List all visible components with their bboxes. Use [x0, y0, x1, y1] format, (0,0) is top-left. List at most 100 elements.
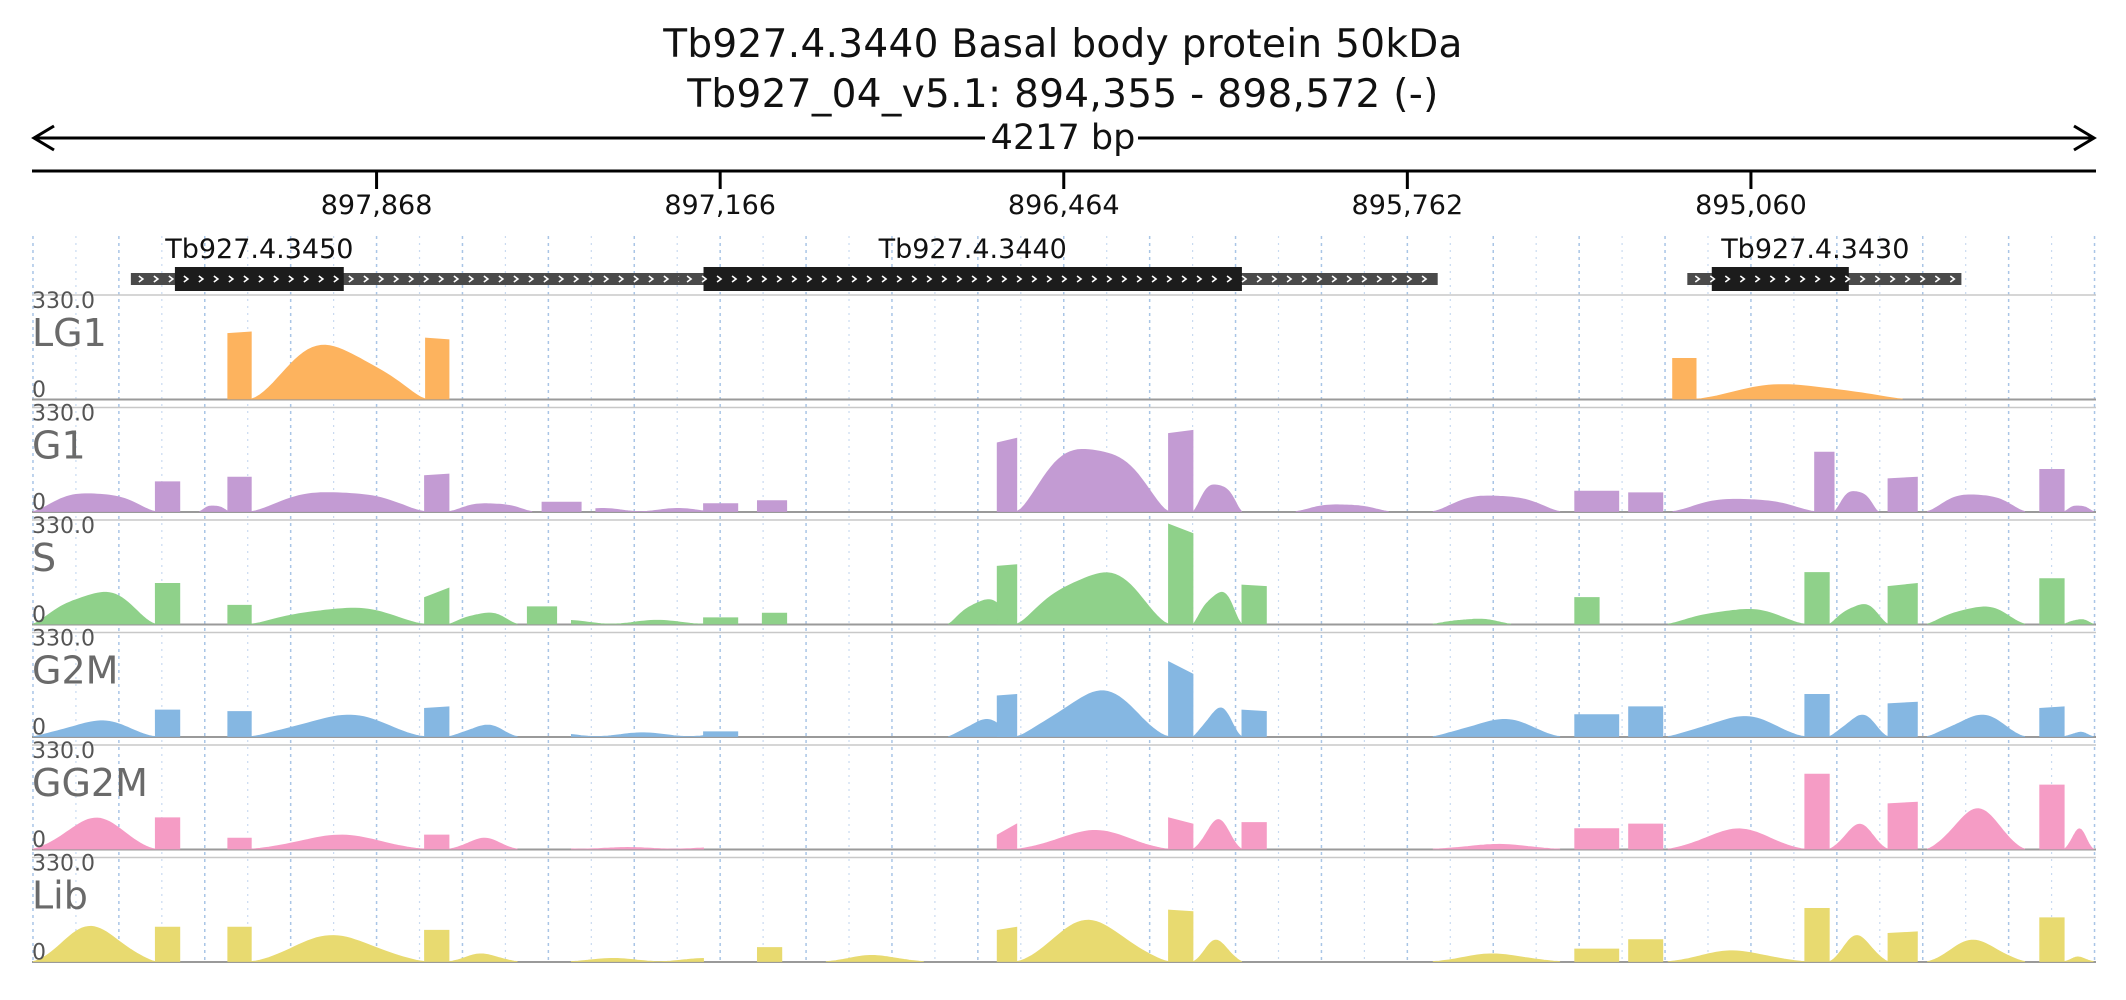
coverage-area	[595, 508, 704, 512]
strand-chevron	[1934, 275, 1941, 283]
strand-chevron	[836, 275, 843, 283]
coverage-area	[1829, 823, 1889, 850]
strand-chevron	[1001, 275, 1008, 283]
strand-chevron	[303, 275, 310, 283]
strand-chevron	[1376, 275, 1383, 283]
coverage-area	[32, 720, 156, 737]
strand-chevron	[198, 275, 205, 283]
strand-chevron	[1106, 275, 1113, 283]
strand-chevron	[138, 275, 145, 283]
strand-chevron	[468, 275, 475, 283]
strand-chevron	[513, 275, 520, 283]
coverage-area	[1016, 690, 1169, 737]
strand-chevron	[1031, 275, 1038, 283]
coverage-area	[2064, 828, 2094, 850]
strand-chevron	[1814, 275, 1821, 283]
coverage-area	[1016, 572, 1169, 625]
gene-model: Tb927.4.3450	[130, 234, 719, 291]
coverage-area	[424, 706, 450, 737]
coverage-area	[1432, 618, 1512, 625]
strand-chevron	[1016, 275, 1023, 283]
strand-chevron	[423, 275, 430, 283]
y-max-label: 330.0	[32, 627, 95, 652]
strand-chevron	[806, 275, 813, 283]
coverage-area	[1241, 822, 1267, 850]
strand-chevron	[498, 275, 505, 283]
span-length-text: 4217 bp	[984, 118, 1142, 158]
coverage-area	[1804, 694, 1830, 737]
strand-chevron	[1844, 275, 1851, 283]
coverage-area	[570, 619, 704, 625]
gene-cds-bar	[174, 267, 344, 291]
coverage-area	[32, 925, 156, 962]
coverage-area	[1667, 828, 1805, 850]
strand-chevron	[1874, 275, 1881, 283]
coverage-area	[1432, 495, 1561, 512]
coverage-area	[251, 714, 425, 737]
coverage-area	[2039, 706, 2065, 737]
strand-chevron	[971, 275, 978, 283]
strand-chevron	[618, 275, 625, 283]
span-arrowhead-right	[2073, 124, 2097, 152]
strand-chevron	[363, 275, 370, 283]
strand-chevron	[243, 275, 250, 283]
track-gg2m: 330.0 0 GG2M	[32, 739, 2096, 853]
coverage-area	[1574, 490, 1620, 512]
strand-chevron	[911, 275, 918, 283]
coverage-area	[1887, 476, 1918, 512]
strand-chevron	[1361, 275, 1368, 283]
coverage-area	[1814, 451, 1835, 512]
coverage-area	[2039, 578, 2065, 625]
y-max-label: 330.0	[32, 402, 95, 427]
span-arrow	[31, 124, 2097, 152]
coverage-area	[1887, 701, 1918, 737]
strand-chevron	[1256, 275, 1263, 283]
strand-chevron	[851, 275, 858, 283]
gene-label: Tb927.4.3440	[878, 234, 1067, 265]
coverage-area	[2039, 917, 2065, 962]
strand-chevron	[1709, 275, 1716, 283]
coverage-area	[1168, 660, 1194, 737]
strand-chevron	[731, 275, 738, 283]
strand-chevron	[791, 275, 798, 283]
strand-chevron	[573, 275, 580, 283]
coverage-area	[424, 473, 450, 512]
strand-chevron	[1166, 275, 1173, 283]
strand-chevron	[896, 275, 903, 283]
strand-chevron	[821, 275, 828, 283]
y-max-label: 330.0	[32, 514, 95, 539]
coverage-area	[425, 337, 450, 400]
strand-chevron	[1739, 275, 1746, 283]
strand-chevron	[1406, 275, 1413, 283]
gene-cds-bar	[1711, 267, 1849, 291]
coverage-area	[996, 926, 1018, 962]
coverage-area	[199, 505, 229, 512]
strand-chevron	[153, 275, 160, 283]
strand-chevron	[558, 275, 565, 283]
coverage-area	[1192, 707, 1243, 737]
coverage-area	[448, 953, 518, 962]
coverage-area	[154, 817, 181, 850]
coverage-area	[1887, 582, 1918, 625]
coverage-area	[424, 929, 450, 962]
strand-chevron	[1904, 275, 1911, 283]
coverage-area	[570, 957, 704, 962]
coverage-area	[2064, 505, 2094, 512]
strand-chevron	[926, 275, 933, 283]
strand-chevron	[588, 275, 595, 283]
strand-chevron	[1829, 275, 1836, 283]
strand-chevron	[1271, 275, 1278, 283]
track-s: 330.0 0 S	[32, 514, 2096, 628]
strand-chevron	[1799, 275, 1806, 283]
strand-chevron	[761, 275, 768, 283]
strand-chevron	[1421, 275, 1428, 283]
coverage-area	[448, 503, 533, 512]
coverage-area	[1628, 939, 1664, 962]
strand-chevron	[986, 275, 993, 283]
coverage-area	[1168, 909, 1194, 962]
strand-chevron	[453, 275, 460, 283]
y-min-label: 0	[32, 716, 46, 741]
coverage-area	[1168, 429, 1194, 512]
plot-header: Tb927.4.3440 Basal body protein 50kDa Tb…	[0, 0, 2126, 158]
